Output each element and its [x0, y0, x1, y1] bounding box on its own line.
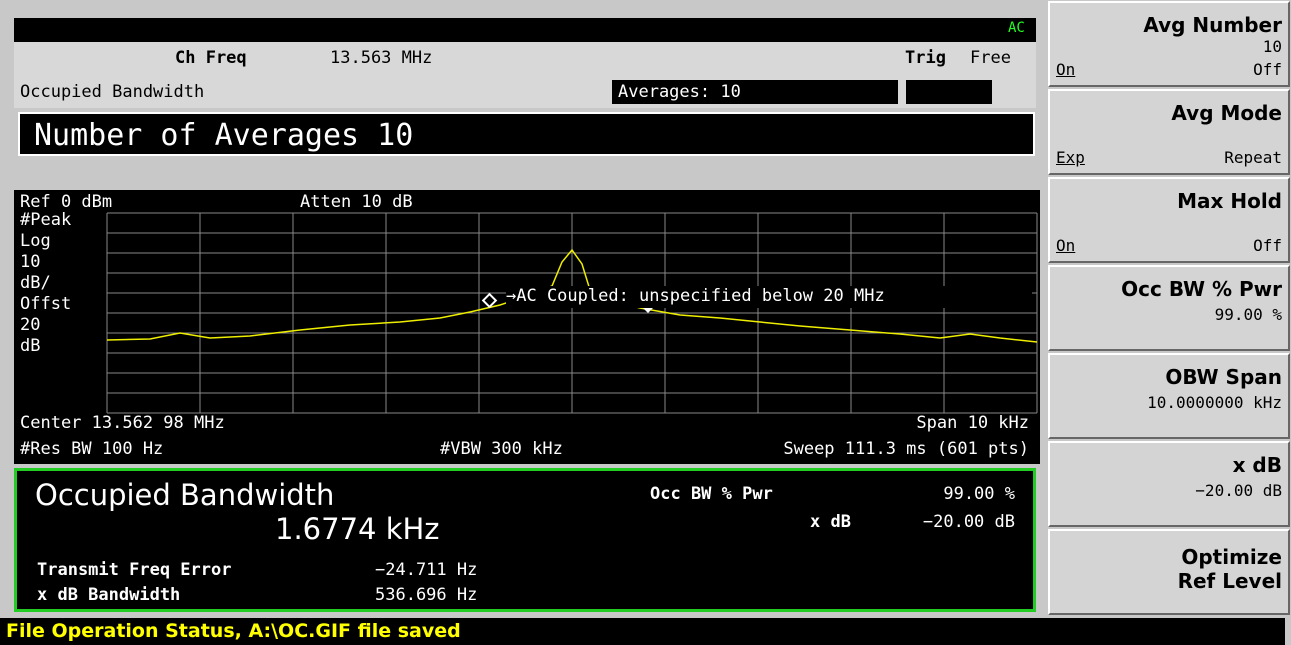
- softkey-label: Avg Mode: [1171, 101, 1282, 125]
- scale-label: Offst: [20, 294, 72, 314]
- scale-label: #Peak: [20, 210, 72, 230]
- xdb-bw-label: x dB Bandwidth: [37, 585, 181, 605]
- scale-label: 20: [20, 315, 41, 335]
- softkey-value: −20.00 dB: [1195, 481, 1282, 500]
- softkey-option-off: Off: [1253, 236, 1282, 255]
- active-function: Number of Averages 10: [18, 112, 1035, 156]
- softkey[interactable]: Avg Number 10 On Off: [1048, 1, 1290, 87]
- results-title: Occupied Bandwidth: [35, 478, 335, 512]
- status-bar: File Operation Status, A:\OC.GIF file sa…: [0, 618, 1285, 645]
- atten: Atten 10 dB: [300, 192, 413, 212]
- vbw: #VBW 300 kHz: [440, 439, 563, 459]
- annotation: →AC Coupled: unspecified below 20 MHz: [506, 286, 885, 306]
- graph-panel: [14, 190, 1040, 464]
- ch-freq-label: Ch Freq: [175, 48, 247, 68]
- softkey-label: Occ BW % Pwr: [1121, 277, 1282, 301]
- softkey-value: 10: [1262, 37, 1282, 56]
- averages: Averages: 10: [612, 80, 898, 104]
- softkey-label: Optimize: [1181, 545, 1282, 569]
- measurement: Occupied Bandwidth: [20, 82, 205, 102]
- softkey[interactable]: Max Hold On Off: [1048, 177, 1290, 263]
- status-bar-top: [14, 18, 1036, 42]
- softkey-option-on: On: [1056, 236, 1076, 255]
- softkey-option-on: On: [1056, 60, 1076, 79]
- span: Span 10 kHz: [916, 413, 1029, 433]
- tfe: −24.711 Hz: [375, 560, 478, 580]
- xdb: −20.00 dB: [922, 512, 1015, 532]
- sweep: Sweep 111.3 ms (601 pts): [783, 439, 1029, 459]
- scale-label: dB/: [20, 273, 51, 293]
- softkey[interactable]: Occ BW % Pwr 99.00 %: [1048, 265, 1290, 351]
- results-panel: [14, 468, 1036, 612]
- occupied-bw: 1.6774 kHz: [275, 512, 440, 546]
- ch-freq: 13.563 MHz: [330, 48, 433, 68]
- scale-label: 10: [20, 252, 41, 272]
- scale-label: dB: [20, 336, 41, 356]
- softkey-option-off: Repeat: [1224, 148, 1282, 167]
- marker-2: [643, 308, 653, 313]
- res-bw: #Res BW 100 Hz: [20, 439, 164, 459]
- softkey[interactable]: OBW Span 10.0000000 kHz: [1048, 353, 1290, 439]
- scale-label: Log: [20, 231, 51, 251]
- trig: Free: [970, 48, 1011, 68]
- ref-level: Ref 0 dBm: [20, 192, 113, 212]
- occ-bw: 99.00 %: [943, 484, 1015, 504]
- softkey-value: 99.00 %: [1214, 305, 1282, 324]
- occ-bw-label: Occ BW % Pwr: [650, 484, 773, 504]
- softkey-option-off: Off: [1253, 60, 1282, 79]
- softkey-value: 10.0000000 kHz: [1147, 393, 1282, 412]
- softkey-label: Avg Number: [1143, 13, 1282, 37]
- trace: [106, 248, 1038, 343]
- xdb-bw: 536.696 Hz: [375, 585, 478, 605]
- ac-indicator: AC: [1008, 20, 1025, 36]
- tfe-label: Transmit Freq Error: [37, 560, 232, 580]
- annotation-bg: [506, 286, 1032, 308]
- softkey-label: Max Hold: [1177, 189, 1282, 213]
- center-freq: Center 13.562 98 MHz: [20, 413, 225, 433]
- softkey-option-on: Exp: [1056, 148, 1085, 167]
- trig-label: Trig: [905, 48, 946, 68]
- xdb-label: x dB: [810, 512, 851, 532]
- empty-box: [906, 80, 992, 104]
- marker: [481, 292, 498, 309]
- softkey[interactable]: Optimize Ref Level: [1048, 529, 1290, 615]
- softkey-label: Ref Level: [1177, 569, 1282, 593]
- softkey[interactable]: x dB −20.00 dB: [1048, 441, 1290, 527]
- softkey-label: OBW Span: [1165, 365, 1282, 389]
- softkey[interactable]: Avg Mode Exp Repeat: [1048, 89, 1290, 175]
- softkey-label: x dB: [1232, 453, 1282, 477]
